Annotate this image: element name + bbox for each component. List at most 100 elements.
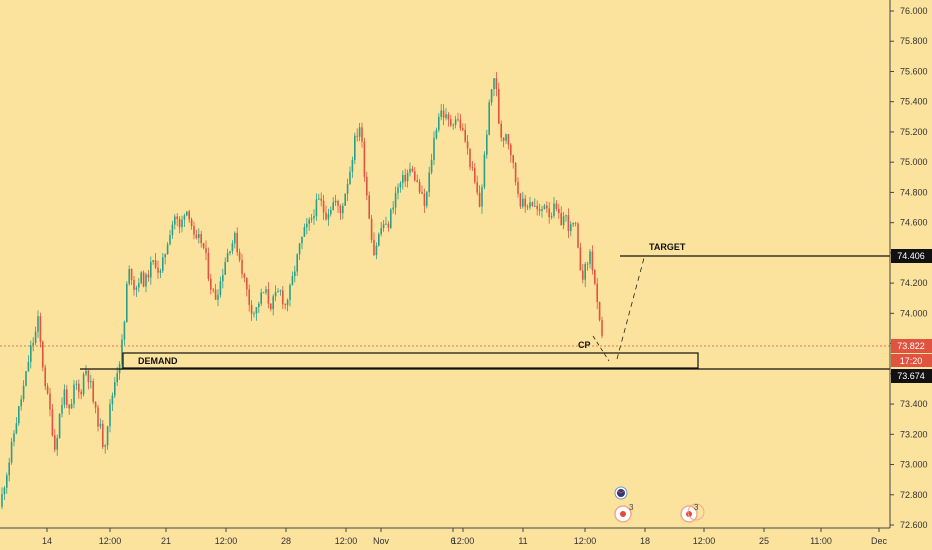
candle-body: [32, 342, 34, 346]
candle-body: [90, 381, 92, 383]
candle-body: [27, 361, 30, 372]
candle-body: [303, 227, 306, 237]
candle-body: [231, 243, 234, 252]
event-badges[interactable]: 3 3: [614, 486, 705, 523]
candle-body: [190, 219, 193, 226]
candle-body: [579, 247, 582, 271]
candle-body: [322, 200, 325, 213]
candle-body: [265, 289, 267, 293]
price-tick-label: 74.000: [900, 308, 928, 318]
candle-body: [337, 200, 339, 206]
candle-body: [1, 494, 3, 507]
candle-body: [387, 223, 390, 228]
candle-body: [390, 209, 392, 228]
time-tick-label: 12:00: [452, 536, 475, 546]
candle-body: [522, 198, 524, 207]
candle-body: [459, 119, 462, 129]
calendar-event-icon[interactable]: [614, 505, 632, 523]
candle-body: [49, 393, 51, 410]
candle-body: [430, 160, 433, 173]
price-axis[interactable]: 76.000 75.800 75.600 75.400 75.200 75.000 74.8…: [889, 0, 928, 530]
time-tick-label: 25: [759, 536, 769, 546]
candle-body: [560, 213, 562, 226]
candle-body: [200, 234, 202, 244]
candle-body: [246, 277, 248, 290]
candle-body: [140, 272, 142, 284]
time-tick-label: 18: [640, 536, 650, 546]
candle-body: [358, 127, 361, 137]
candle-body: [51, 409, 54, 436]
candle-body: [39, 316, 42, 342]
candle-body: [385, 223, 387, 225]
candle-body: [214, 289, 217, 300]
candle-body: [282, 290, 284, 305]
candle-body: [85, 370, 87, 375]
candle-body: [440, 110, 442, 117]
candle-body: [306, 223, 308, 228]
candle-body: [8, 462, 10, 476]
candle-body: [154, 260, 157, 268]
candle-body: [406, 172, 409, 182]
candle-body: [193, 225, 195, 235]
candle-body: [82, 374, 85, 395]
flag-event-icon[interactable]: [614, 486, 628, 500]
candle-body: [433, 138, 435, 161]
candle-body: [274, 292, 277, 297]
candle-body: [375, 245, 378, 256]
candle-body: [531, 202, 534, 206]
candle-body: [586, 263, 589, 265]
candle-body: [332, 202, 334, 210]
candle-body: [510, 144, 512, 156]
candle-body: [445, 114, 447, 118]
candle-body: [524, 198, 526, 207]
candle-body: [219, 281, 222, 296]
candle-body: [73, 384, 75, 404]
time-tick-label: 12:00: [693, 536, 716, 546]
candle-body: [116, 373, 118, 383]
candle-body: [596, 283, 598, 302]
candle-body: [466, 141, 469, 149]
candle-body: [236, 232, 238, 253]
calendar-event-icon[interactable]: [680, 503, 705, 523]
candle-body: [517, 181, 519, 194]
candle-body: [565, 215, 567, 217]
candle-body: [224, 262, 226, 275]
time-tick-label: 12:00: [215, 536, 238, 546]
demand-zone-box[interactable]: [122, 352, 699, 369]
candle-body: [409, 168, 411, 173]
candle-body: [399, 183, 402, 188]
price-tick-label: 73.000: [900, 460, 928, 470]
candle-body: [502, 137, 505, 141]
candle-body: [577, 223, 579, 248]
candle-body: [150, 261, 152, 278]
time-tick-label: 21: [161, 536, 171, 546]
candle-body: [183, 215, 186, 220]
candle-body: [253, 313, 255, 315]
candle-body: [310, 218, 313, 220]
candle-body: [558, 208, 560, 214]
candle-body: [123, 322, 126, 340]
candle-body: [536, 205, 538, 210]
candle-body: [591, 251, 594, 271]
candle-body: [56, 438, 58, 450]
candle-body: [94, 401, 97, 408]
candle-body: [80, 391, 82, 395]
candle-body: [392, 207, 394, 210]
candle-body: [330, 209, 332, 214]
time-tick-label: Nov: [373, 536, 390, 546]
candle-body: [447, 114, 450, 120]
candle-body: [570, 224, 572, 231]
time-tick-label: 11: [518, 536, 527, 546]
time-axis[interactable]: 14 12:00 21 12:00 28 12:00 Nov 612:00 11 12:00 18 1…: [0, 527, 890, 546]
candle-body: [361, 127, 363, 142]
candle-body: [507, 134, 510, 145]
candle-body: [308, 219, 310, 224]
candle-body: [572, 222, 574, 225]
candle-body: [526, 206, 529, 208]
candle-body: [128, 268, 130, 284]
candle-body: [46, 386, 49, 394]
candle-body: [363, 141, 366, 177]
candle-body: [483, 154, 486, 188]
